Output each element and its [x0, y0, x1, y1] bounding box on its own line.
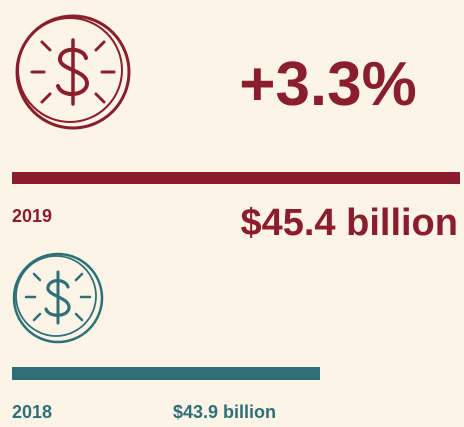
coin-icon-2018: [12, 252, 104, 344]
year-label: 2018: [12, 402, 52, 422]
coin-icon-2019: [15, 14, 131, 130]
amount-label: $45.4 billion: [240, 202, 458, 244]
change-percent: +3.3%: [239, 50, 417, 119]
bar-2019: [12, 172, 460, 184]
year-label: 2019: [12, 206, 52, 226]
amount-label: $43.9 billion: [173, 402, 276, 422]
bar-2018: [12, 367, 320, 380]
